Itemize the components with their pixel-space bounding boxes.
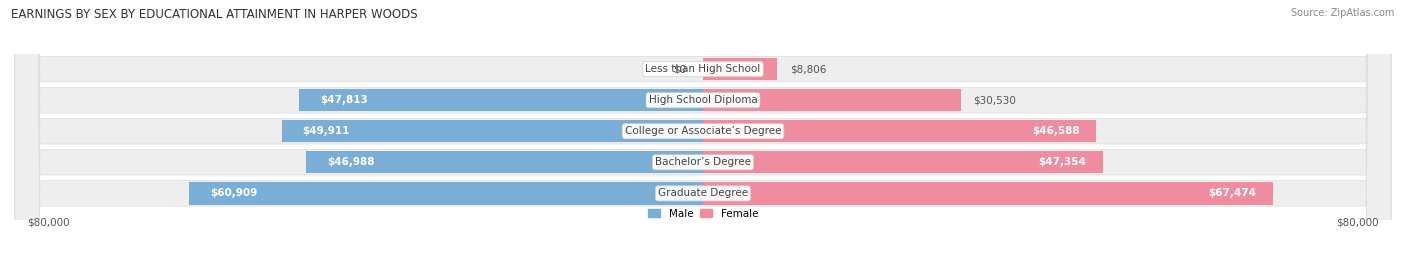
Text: $60,909: $60,909 xyxy=(209,188,257,198)
Text: College or Associate’s Degree: College or Associate’s Degree xyxy=(624,126,782,136)
Text: $67,474: $67,474 xyxy=(1208,188,1256,198)
FancyBboxPatch shape xyxy=(15,0,1391,268)
Bar xyxy=(703,89,960,111)
Bar xyxy=(299,89,703,111)
Text: $80,000: $80,000 xyxy=(1336,218,1378,228)
Bar xyxy=(703,182,1272,204)
Bar xyxy=(703,151,1102,173)
Text: High School Diploma: High School Diploma xyxy=(648,95,758,105)
FancyBboxPatch shape xyxy=(15,0,1391,268)
FancyBboxPatch shape xyxy=(15,0,1391,268)
Text: Graduate Degree: Graduate Degree xyxy=(658,188,748,198)
Text: $49,911: $49,911 xyxy=(302,126,350,136)
Text: Less than High School: Less than High School xyxy=(645,64,761,74)
Bar xyxy=(703,58,778,80)
Bar xyxy=(188,182,703,204)
Text: Bachelor’s Degree: Bachelor’s Degree xyxy=(655,157,751,167)
Text: $0: $0 xyxy=(673,64,686,74)
Text: $47,813: $47,813 xyxy=(321,95,368,105)
Text: $46,988: $46,988 xyxy=(328,157,375,167)
Text: $47,354: $47,354 xyxy=(1038,157,1085,167)
Text: $46,588: $46,588 xyxy=(1032,126,1080,136)
FancyBboxPatch shape xyxy=(15,0,1391,268)
Bar xyxy=(703,120,1097,142)
Text: Source: ZipAtlas.com: Source: ZipAtlas.com xyxy=(1291,8,1395,18)
Bar xyxy=(307,151,703,173)
FancyBboxPatch shape xyxy=(15,0,1391,268)
Legend: Male, Female: Male, Female xyxy=(644,204,762,223)
Bar xyxy=(281,120,703,142)
Text: EARNINGS BY SEX BY EDUCATIONAL ATTAINMENT IN HARPER WOODS: EARNINGS BY SEX BY EDUCATIONAL ATTAINMEN… xyxy=(11,8,418,21)
Text: $80,000: $80,000 xyxy=(28,218,70,228)
Text: $8,806: $8,806 xyxy=(790,64,827,74)
Text: $30,530: $30,530 xyxy=(973,95,1017,105)
